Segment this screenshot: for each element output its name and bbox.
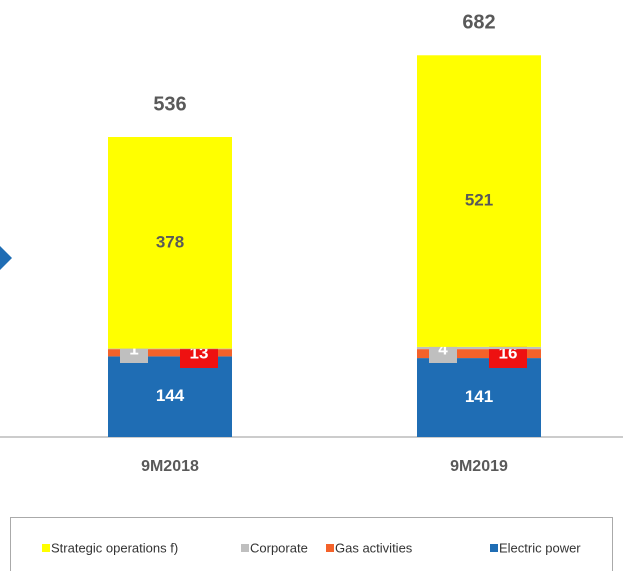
bar-segment — [417, 349, 541, 359]
legend-label: Electric power — [499, 540, 581, 555]
legend-label: Gas activities — [335, 540, 413, 555]
legend-swatch — [490, 544, 498, 552]
legend-swatch — [42, 544, 50, 552]
data-label: 378 — [156, 232, 184, 251]
bar-segment — [108, 349, 232, 357]
bar-segment — [417, 346, 541, 350]
bar-segment — [108, 348, 232, 350]
total-label: 682 — [462, 12, 495, 34]
data-label: 1 — [129, 339, 138, 358]
legend-swatch — [241, 544, 249, 552]
bar-segment — [108, 356, 232, 437]
data-label: 141 — [465, 387, 493, 406]
legend-label: Strategic operations f) — [51, 540, 178, 555]
bar-segment — [417, 55, 541, 347]
x-tick-label: 9M2018 — [141, 458, 199, 475]
data-label: 4 — [438, 339, 448, 358]
data-label: 144 — [156, 386, 185, 405]
data-label: 521 — [465, 191, 493, 210]
x-tick-label: 9M2019 — [450, 458, 508, 475]
legend-label: Corporate — [250, 540, 308, 555]
total-label: 536 — [153, 93, 186, 115]
arrow — [0, 246, 12, 270]
legend-swatch — [326, 544, 334, 552]
bar-segment — [417, 358, 541, 437]
legend-box — [10, 517, 613, 571]
bar-segment — [108, 137, 232, 349]
